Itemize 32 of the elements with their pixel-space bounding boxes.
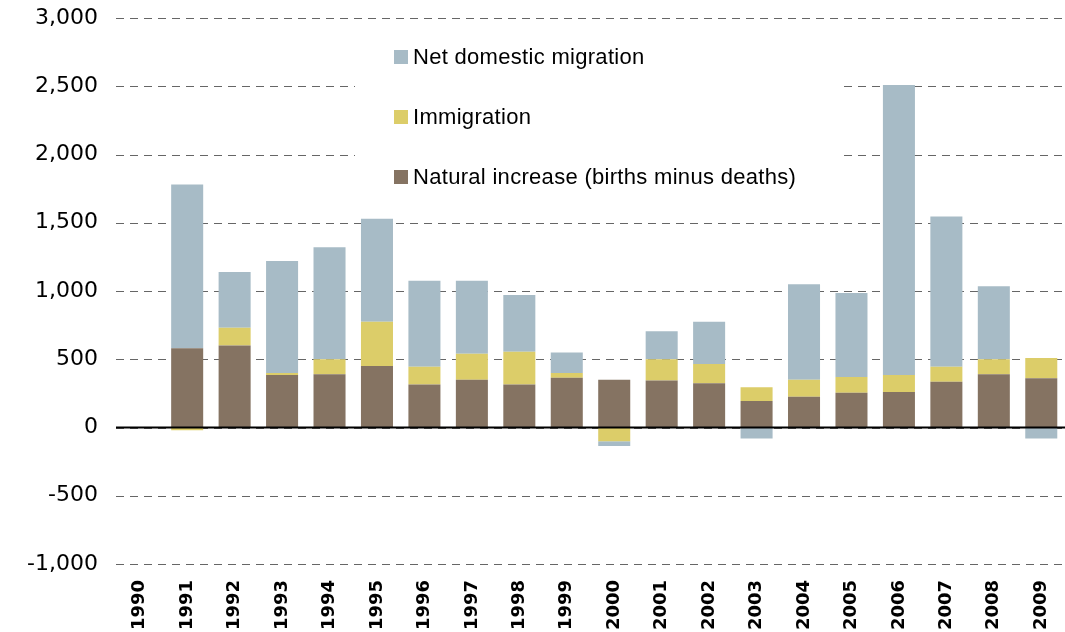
x-tick-label: 1992 [222, 580, 244, 631]
x-tick-label: 1995 [364, 580, 386, 631]
legend-label: Natural increase (births minus deaths) [413, 164, 797, 190]
x-tick-label: 1993 [269, 580, 291, 631]
x-tick-label: 2008 [981, 580, 1003, 631]
y-tick-label: 500 [56, 344, 98, 370]
x-tick-label: 2009 [1028, 580, 1050, 631]
x-tick-label: 1999 [554, 580, 576, 631]
x-tick-label: 2004 [791, 580, 813, 631]
x-tick-label: 1991 [174, 580, 196, 631]
x-tick-label: 2006 [886, 580, 908, 631]
x-tick-label: 1990 [127, 580, 149, 631]
x-tick-label: 2005 [839, 580, 861, 631]
x-tick-label: 2003 [744, 580, 766, 631]
x-tick-label: 1996 [412, 580, 434, 631]
x-tick-label: 2002 [696, 580, 718, 631]
y-tick-label: 2,000 [35, 140, 98, 166]
x-tick-label: 2007 [934, 580, 956, 631]
x-tick-label: 1994 [317, 580, 339, 631]
y-tick-label: 2,500 [35, 71, 98, 97]
x-tick-label: 1997 [459, 580, 481, 631]
y-tick-label: 1,500 [35, 208, 98, 234]
x-tick-label: 2001 [649, 580, 671, 631]
y-tick-label: 3,000 [35, 3, 98, 29]
legend-label: Immigration [413, 104, 532, 130]
y-tick-label: 1,000 [35, 276, 98, 302]
y-tick-label: -500 [48, 481, 98, 507]
y-tick-label: -1,000 [27, 549, 98, 575]
x-tick-label: 1998 [507, 580, 528, 631]
legend-label: Net domestic migration [413, 44, 645, 70]
y-tick-label: 0 [84, 413, 98, 439]
x-tick-label: 2000 [601, 580, 623, 631]
